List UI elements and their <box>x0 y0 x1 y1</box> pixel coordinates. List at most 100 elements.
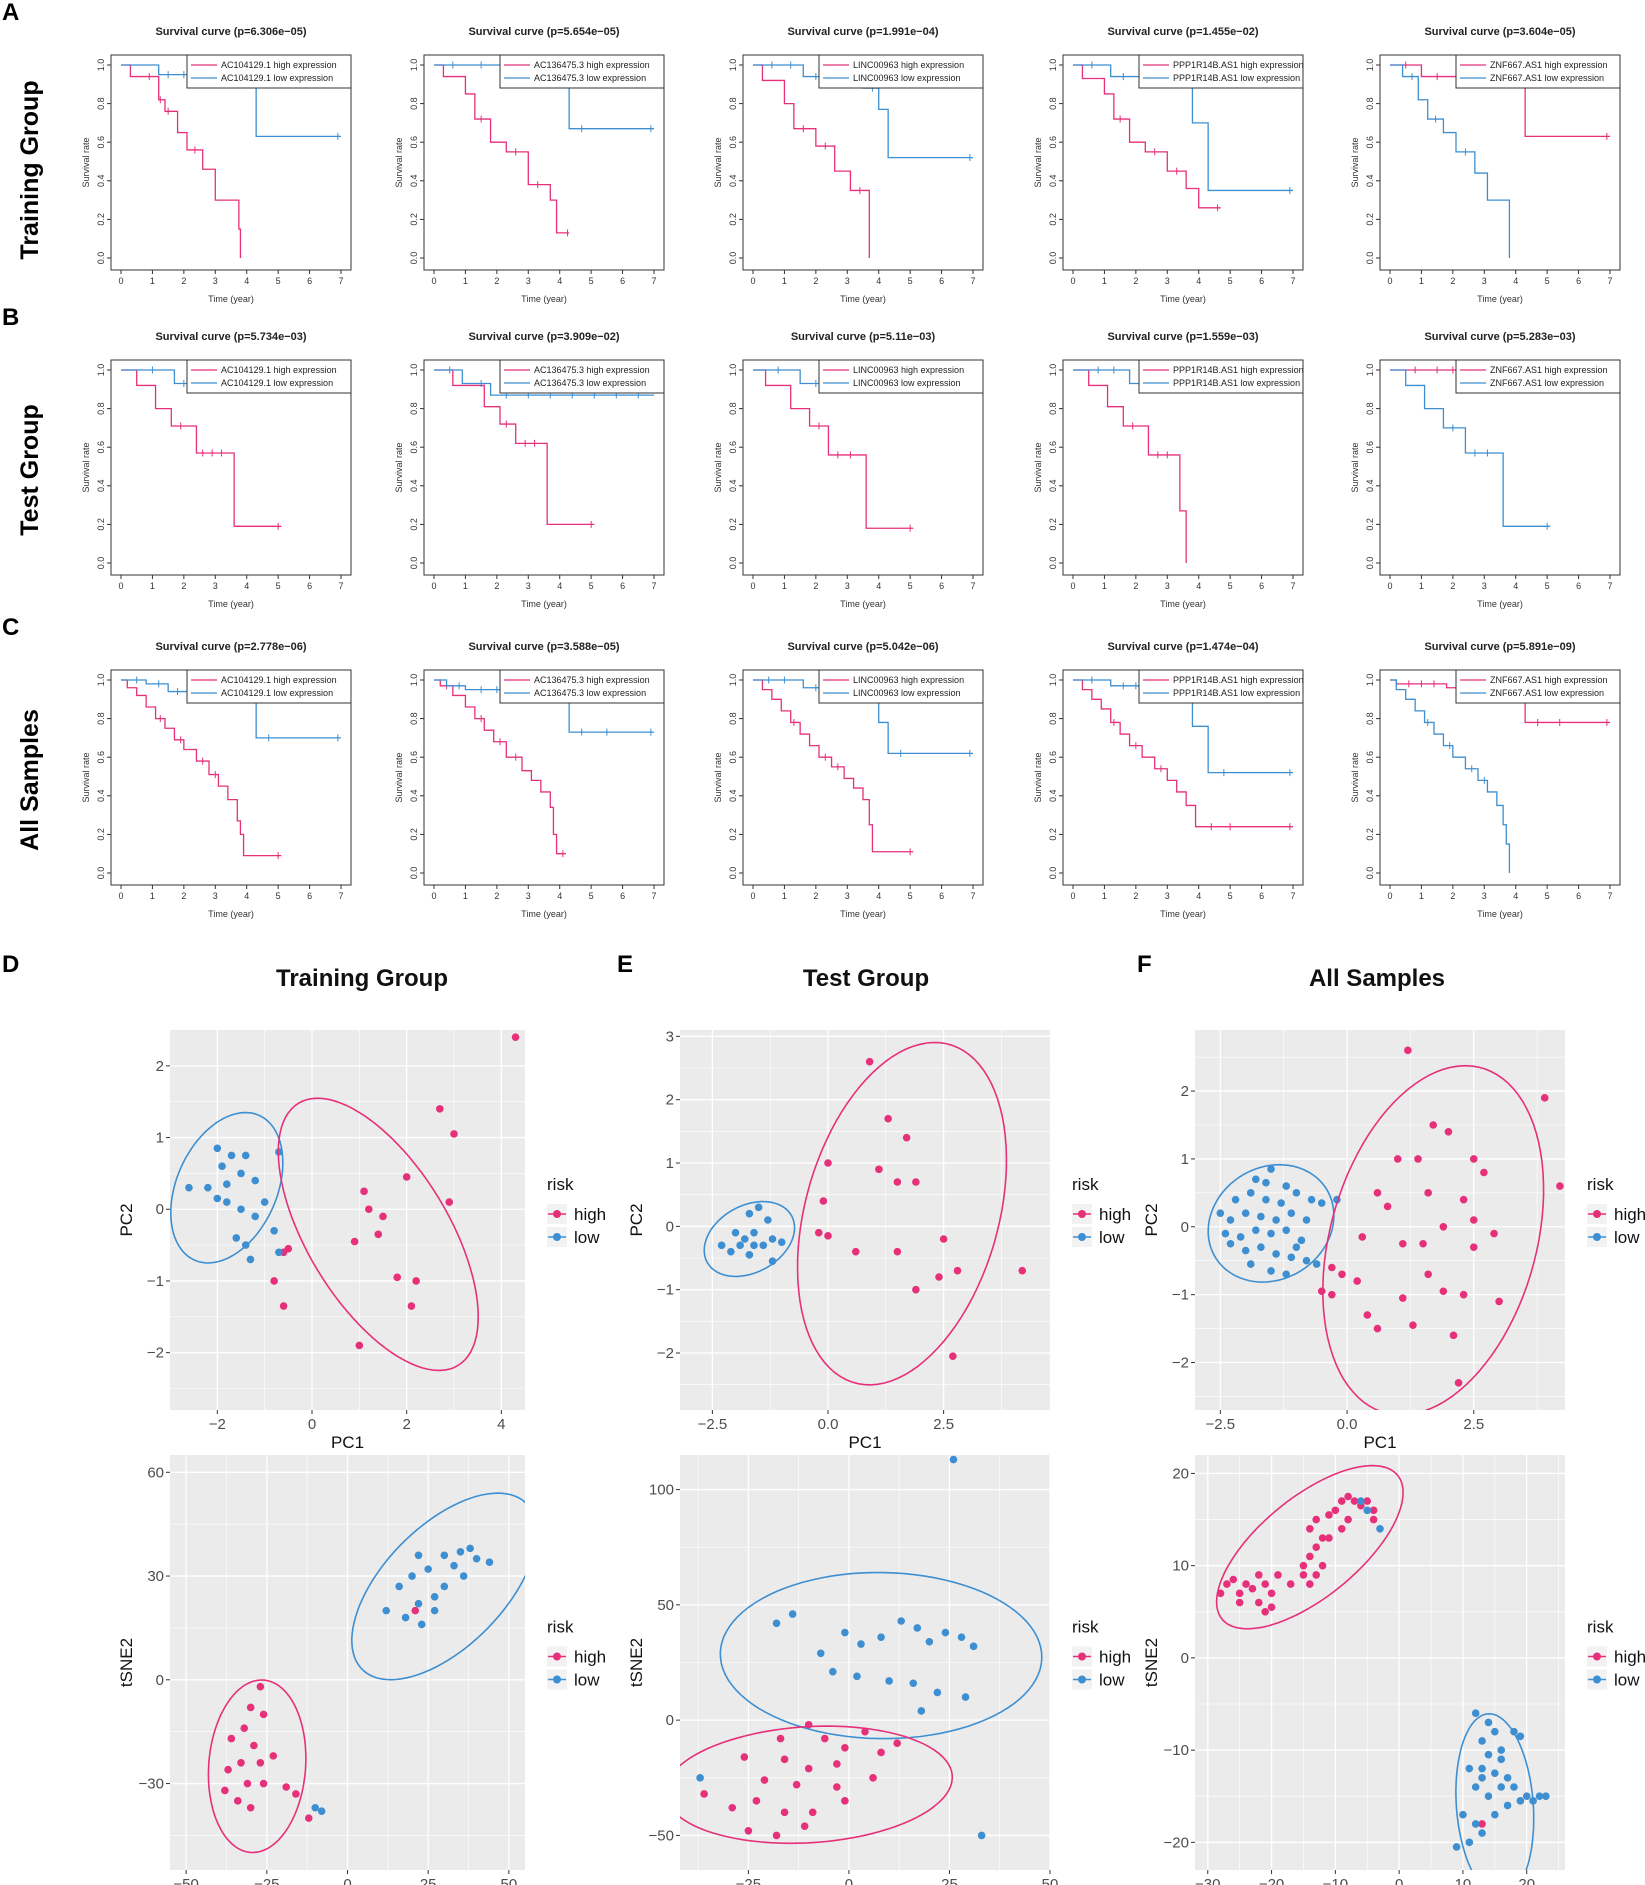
point-high <box>728 1803 737 1812</box>
y-axis-label: Survival rate <box>81 137 91 187</box>
km-legend-box <box>1138 359 1304 394</box>
km-plot-frame <box>742 359 984 576</box>
point-low <box>1471 1783 1480 1791</box>
point-high <box>1540 1094 1549 1102</box>
y-tick-label: 0.2 <box>96 213 106 226</box>
point-high <box>256 1682 265 1691</box>
x-tick-label: 2 <box>1133 891 1138 901</box>
data-layer <box>703 1041 1027 1386</box>
y-tick-label: 0.2 <box>728 213 738 226</box>
y-tick-label: 0.4 <box>728 790 738 803</box>
point-high <box>1254 1571 1263 1579</box>
km-title: Survival curve (p=3.588e−05) <box>468 641 619 653</box>
point-high <box>1369 1506 1378 1515</box>
legend-title: risk <box>1587 1175 1614 1194</box>
km-curve-high <box>1073 64 1221 209</box>
y-tick-label: 1.0 <box>728 674 738 687</box>
point-low <box>1267 1165 1275 1173</box>
y-tick-label: 0 <box>156 1201 164 1218</box>
point-low <box>260 1198 269 1206</box>
y-tick-label: 0.4 <box>96 790 106 803</box>
point-low <box>1216 1209 1225 1218</box>
x-tick-label: 7 <box>1607 891 1612 901</box>
km-curve-low <box>434 369 654 396</box>
x-axis-label: PC1 <box>1363 1433 1396 1452</box>
y-tick-label: 2 <box>156 1058 164 1075</box>
point-low <box>430 1592 439 1601</box>
y-axis-label: tSNE2 <box>1142 1638 1161 1687</box>
point-high <box>875 1165 883 1174</box>
point-low <box>232 1234 241 1242</box>
y-tick-label: 1.0 <box>409 364 419 377</box>
km-panel-r1-c2: Survival curve (p=5.11e−03) 0 1 2 3 4 5 6 7 0.0 0.… <box>713 331 984 609</box>
legend-key-point-high <box>1078 1210 1086 1218</box>
point-low <box>917 1707 926 1715</box>
panel-letter-c: C <box>2 614 19 641</box>
point-high <box>1312 1515 1321 1524</box>
y-tick-label: 0.6 <box>96 751 106 764</box>
x-tick-label: 0 <box>845 1876 853 1885</box>
point-high <box>1318 1534 1327 1542</box>
y-tick-label: 1.0 <box>1048 364 1058 377</box>
x-tick-label: 6 <box>939 891 944 901</box>
gridlines <box>680 1030 1050 1410</box>
legend-label-low: low <box>1099 1671 1125 1690</box>
legend-label-low: PPP1R14B.AS1 low expression <box>1173 688 1300 698</box>
km-panel-r0-c3: Survival curve (p=1.455e−02) 0 1 2 3 4 5 6 7 0.0 0… <box>1033 26 1304 304</box>
legend-label-high: AC136475.3 high expression <box>534 675 650 685</box>
legend-label-high: PPP1R14B.AS1 high expression <box>1173 60 1304 70</box>
x-axis-label: Time (year) <box>208 599 254 609</box>
point-high <box>1419 1239 1427 1248</box>
confidence-ellipse-low <box>703 1200 796 1278</box>
legend-label-high: ZNF667.AS1 high expression <box>1490 60 1608 70</box>
point-low <box>1465 1838 1474 1847</box>
legend-label-high: high <box>1099 1205 1131 1224</box>
row-label-1: Test Group <box>16 404 44 535</box>
legend-label-low: LINC00963 low expression <box>853 378 961 388</box>
y-tick-label: 0.4 <box>96 480 106 493</box>
km-curve-high <box>434 679 566 855</box>
x-tick-label: 4 <box>876 276 881 286</box>
y-tick-label: 0.4 <box>409 480 419 493</box>
km-panel-r1-c3: Survival curve (p=1.559e−03) 0 1 2 3 4 5 6 7 0.0 0… <box>1033 331 1304 609</box>
y-axis-label: PC2 <box>117 1203 136 1236</box>
km-curve-high <box>121 679 282 857</box>
y-tick-label: 1.0 <box>1048 674 1058 687</box>
km-title: Survival curve (p=3.604e−05) <box>1424 26 1575 38</box>
y-tick-label: 0.8 <box>728 402 738 415</box>
x-tick-label: 4 <box>1196 581 1201 591</box>
y-tick-label: 1 <box>1181 1151 1189 1168</box>
point-low <box>1292 1243 1301 1251</box>
x-tick-label: 6 <box>1259 276 1264 286</box>
point-high <box>1439 1222 1448 1231</box>
x-tick-label: 5 <box>908 276 913 286</box>
plot-background <box>1195 1455 1565 1870</box>
km-legend-box <box>186 669 352 704</box>
point-high <box>227 1734 236 1743</box>
km-legend-box <box>818 54 984 89</box>
point-high <box>1306 1524 1314 1533</box>
point-low <box>1471 1709 1480 1718</box>
x-tick-label: 50 <box>501 1876 518 1885</box>
point-high <box>820 1734 829 1743</box>
km-plot-frame <box>423 669 665 886</box>
point-high <box>1399 1294 1407 1302</box>
point-high <box>824 1159 832 1167</box>
point-high <box>1242 1580 1250 1588</box>
x-tick-label: 5 <box>1545 276 1550 286</box>
y-tick-label: 1.0 <box>1365 364 1375 377</box>
legend-key-point-low <box>553 1675 561 1684</box>
y-tick-label: −10 <box>1164 1742 1189 1759</box>
point-high <box>1424 1189 1432 1197</box>
point-low <box>841 1628 849 1637</box>
point-high <box>1338 1270 1346 1279</box>
point-low <box>1302 1256 1311 1265</box>
point-high <box>269 1752 278 1760</box>
point-high <box>1344 1492 1352 1501</box>
point-low <box>1491 1769 1499 1777</box>
point-low <box>1297 1236 1306 1245</box>
y-tick-label: 1.0 <box>1048 59 1058 72</box>
legend-label-high: high <box>574 1205 606 1224</box>
scatter-panel-r0-c0: Training Group −2 0 2 4 −2 −1 0 1 2 PC1 PC2 riskhigh… <box>117 965 606 1452</box>
x-tick-label: 3 <box>213 891 218 901</box>
